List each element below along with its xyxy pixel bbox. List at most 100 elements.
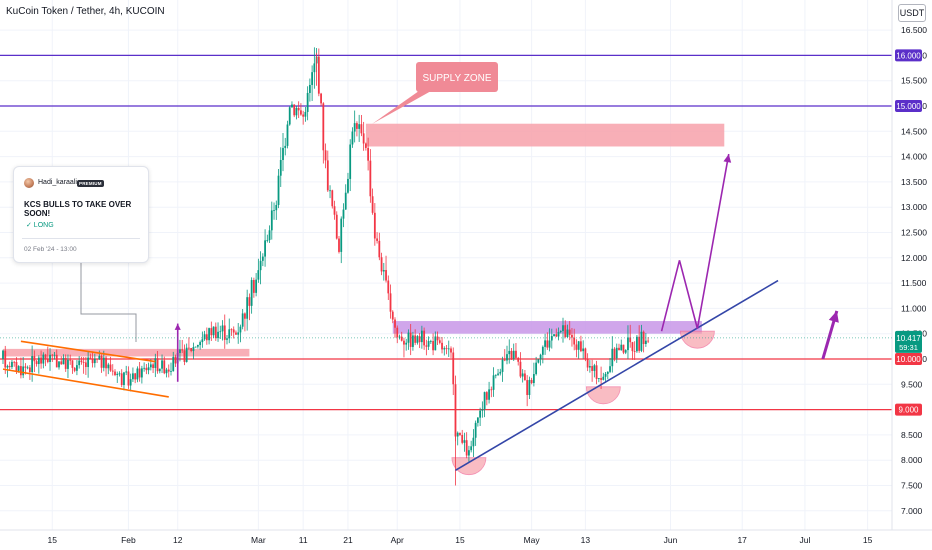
idea-title[interactable]: KCS BULLS TO TAKE OVER SOON!	[24, 200, 132, 218]
candle-body	[42, 354, 45, 364]
price-tick-label: 12.500	[901, 228, 927, 238]
candle-body	[472, 437, 475, 447]
candle-body	[188, 347, 190, 349]
candle-body	[591, 366, 594, 371]
candle-body	[163, 360, 166, 374]
countdown-label: 59:31	[899, 343, 918, 352]
chart-title: KuCoin Token / Tether, 4h, KUCOIN	[6, 6, 165, 17]
projection-arrowhead	[723, 154, 732, 163]
candle-body	[248, 297, 251, 306]
candle-body	[212, 326, 215, 336]
candle-body	[279, 159, 282, 176]
candle-body	[618, 347, 620, 351]
candle-body	[219, 331, 222, 333]
candle-body	[463, 440, 466, 443]
candle-body	[535, 362, 538, 375]
candle-body	[208, 328, 210, 341]
candle-body	[600, 378, 602, 380]
candle-body	[524, 373, 526, 381]
candle-body	[136, 368, 139, 380]
premium-badge: PREMIUM	[77, 180, 104, 187]
candle-body	[588, 366, 591, 368]
currency-selector[interactable]: USDT	[898, 4, 926, 22]
candle-body	[190, 348, 193, 352]
candle-body	[123, 372, 125, 386]
author-name[interactable]: Hadi_karaali	[38, 179, 77, 186]
candle-body	[568, 329, 571, 335]
candle-body	[120, 373, 123, 386]
candle-body	[91, 359, 94, 364]
candle-body	[481, 409, 484, 411]
candle-body	[528, 379, 531, 395]
candle-body	[196, 345, 199, 347]
candle-body	[221, 325, 224, 332]
candle-body	[217, 331, 219, 339]
candle-body	[593, 365, 596, 371]
candle-body	[416, 336, 419, 343]
candle-body	[145, 367, 148, 371]
candle-body	[64, 357, 67, 369]
candle-body	[37, 357, 40, 365]
candle-body	[22, 366, 25, 376]
candle-body	[539, 354, 542, 360]
candle-body	[606, 371, 609, 374]
candle-body	[452, 352, 455, 385]
candle-body	[620, 344, 623, 351]
price-tick-label: 11.000	[901, 303, 927, 313]
candle-body	[335, 214, 338, 239]
candle-body	[331, 190, 334, 207]
candle-body	[143, 367, 146, 369]
candle-body	[237, 332, 240, 335]
candle-body	[476, 417, 479, 423]
candle-body	[633, 351, 636, 352]
candle-body	[580, 341, 582, 352]
price-axis-bg	[892, 0, 932, 550]
candle-body	[427, 341, 430, 347]
candle-body	[118, 373, 121, 375]
time-tick-label: Apr	[391, 535, 404, 545]
candle-body	[609, 366, 611, 372]
candle-body	[82, 362, 85, 363]
time-tick-label: May	[524, 535, 541, 545]
candle-body	[132, 373, 134, 380]
time-tick-label: Jun	[664, 535, 678, 545]
candle-body	[548, 340, 551, 348]
candle-body	[170, 371, 172, 373]
zone-box	[392, 321, 702, 334]
candle-body	[275, 204, 278, 211]
candle-body	[44, 354, 47, 359]
bottom-highlight	[451, 457, 487, 476]
candle-body	[479, 410, 482, 418]
candle-body	[40, 357, 42, 364]
candle-body	[378, 240, 381, 258]
candle-body	[492, 375, 495, 390]
candle-body	[129, 379, 132, 386]
candle-body	[322, 103, 325, 151]
candle-body	[149, 364, 152, 368]
price-tick-label: 14.500	[901, 126, 927, 136]
candle-body	[582, 348, 585, 352]
candle-body	[638, 336, 641, 351]
idea-connector	[80, 262, 137, 342]
time-tick-label: 15	[48, 535, 58, 545]
candle-body	[147, 367, 150, 371]
candle-body	[252, 280, 255, 293]
candle-body	[409, 332, 412, 347]
candle-body	[317, 56, 320, 94]
candle-body	[300, 110, 302, 115]
candle-body	[400, 336, 403, 341]
candle-body	[564, 325, 567, 337]
candle-body	[412, 335, 414, 347]
candle-body	[98, 355, 101, 360]
idea-card[interactable]: Hadi_karaali PREMIUM KCS BULLS TO TAKE O…	[13, 166, 149, 263]
candle-body	[571, 334, 573, 338]
candle-body	[203, 334, 206, 340]
candle-body	[333, 206, 336, 215]
candle-body	[586, 358, 589, 368]
candle-body	[4, 350, 7, 368]
author-avatar[interactable]	[24, 178, 34, 188]
candle-body	[425, 345, 428, 347]
trend-line	[455, 279, 779, 472]
